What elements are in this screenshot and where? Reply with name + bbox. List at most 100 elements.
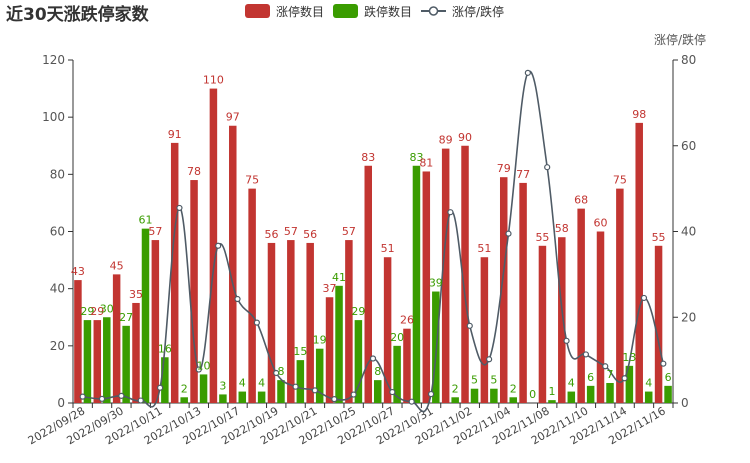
ratio-point[interactable] [602,363,609,370]
bar-limit-up[interactable] [596,231,605,404]
ratio-point[interactable] [369,355,377,362]
bar-limit-up[interactable] [345,240,353,403]
bar-limit-down[interactable] [257,391,266,403]
bar-limit-down[interactable] [393,345,401,403]
data-label-down: 4 [568,377,575,390]
ratio-point[interactable] [273,369,280,377]
ratio-point[interactable] [524,69,531,76]
ratio-point[interactable] [292,383,299,390]
bar-limit-up[interactable] [112,274,121,403]
bar-limit-up[interactable] [538,245,547,403]
bar-limit-up[interactable] [635,122,643,403]
bar-limit-up[interactable] [74,280,82,403]
bar-limit-up[interactable] [248,188,256,403]
bar-limit-down[interactable] [548,400,556,403]
ratio-point[interactable] [505,230,512,237]
data-label-down: 20 [390,331,404,344]
bar-limit-down[interactable] [238,391,247,403]
ratio-point[interactable] [640,294,648,302]
bar-limit-up[interactable] [306,242,314,403]
legend-item-down[interactable]: 跌停数目 [333,4,412,19]
bar-limit-up[interactable] [364,165,373,403]
bar-limit-up[interactable] [577,208,585,403]
data-label-down: 8 [374,365,381,378]
legend-label-ratio: 涨停/跌停 [452,4,504,19]
bar-limit-down[interactable] [586,385,595,403]
bar-limit-down[interactable] [141,228,150,403]
bar-limit-up[interactable] [441,148,450,403]
bar-limit-down[interactable] [219,394,227,403]
bar-limit-down[interactable] [180,397,188,403]
bar-limit-up[interactable] [209,88,218,403]
bar-limit-down[interactable] [664,385,672,403]
bar-limit-up[interactable] [654,245,663,403]
bar-limit-down[interactable] [277,380,285,403]
bar-limit-down[interactable] [296,360,305,403]
bar-limit-up[interactable] [325,297,334,403]
bar-limit-down[interactable] [83,320,92,403]
ratio-point[interactable] [408,398,415,405]
bar-limit-down[interactable] [199,374,208,403]
ratio-point[interactable] [621,375,628,382]
bar-limit-down[interactable] [451,397,459,403]
ratio-point[interactable] [660,360,667,367]
ratio-point[interactable] [176,204,183,212]
legend-item-up[interactable]: 涨停数目 [245,4,324,19]
ratio-point[interactable] [466,322,473,329]
bar-limit-down[interactable] [412,165,421,403]
bar-limit-down[interactable] [567,391,576,403]
ratio-point[interactable] [234,295,241,303]
bar-limit-down[interactable] [509,397,517,403]
bar-limit-up[interactable] [499,177,508,403]
ratio-point[interactable] [215,242,222,249]
bar-limit-down[interactable] [315,348,324,403]
bar-limit-down[interactable] [354,320,363,403]
bar-limit-up[interactable] [616,188,624,403]
bar-limit-up[interactable] [190,180,198,403]
ratio-point[interactable] [563,337,570,344]
bar-limit-down[interactable] [625,365,634,403]
ratio-point[interactable] [486,356,493,363]
ratio-point[interactable] [195,366,202,373]
bar-limit-down[interactable] [374,380,382,403]
bar-limit-up[interactable] [287,240,295,403]
ratio-point[interactable] [427,390,435,398]
bar-limit-up[interactable] [403,328,411,403]
bar-limit-down[interactable] [122,325,130,403]
ratio-point[interactable] [79,393,86,400]
bar-limit-up[interactable] [267,242,276,403]
legend-item-ratio[interactable]: 涨停/跌停 [421,4,504,19]
bar-limit-down[interactable] [606,382,614,403]
bar-limit-up[interactable] [480,257,489,403]
ratio-point[interactable] [253,319,260,326]
bar-limit-up[interactable] [383,257,392,403]
ratio-point[interactable] [389,388,396,396]
bar-limit-up[interactable] [170,142,179,403]
data-label-down: 0 [529,388,536,401]
ratio-point[interactable] [137,397,144,404]
bar-limit-down[interactable] [335,285,343,403]
data-label-down: 2 [181,382,188,395]
ratio-point[interactable] [118,392,125,399]
ratio-point[interactable] [447,209,454,216]
ratio-point[interactable] [350,391,357,398]
bar-limit-up[interactable] [461,145,469,403]
bar-limit-down[interactable] [490,388,498,403]
ratio-point[interactable] [156,384,164,391]
bar-limit-down[interactable] [103,317,111,403]
bar-limit-up[interactable] [229,125,237,403]
ratio-point[interactable] [544,164,551,171]
bar-limit-up[interactable] [93,320,102,403]
bar-limit-up[interactable] [151,240,160,403]
bar-limit-down[interactable] [470,388,479,403]
ratio-point[interactable] [98,395,106,402]
bar-limit-up[interactable] [558,237,566,403]
ratio-point[interactable] [311,387,319,394]
ratio-point[interactable] [331,396,338,403]
bar-limit-down[interactable] [644,391,653,403]
ratio-point[interactable] [582,351,590,358]
bar-limit-up[interactable] [132,302,140,403]
bar-limit-up[interactable] [519,182,527,403]
bar-limit-up[interactable] [422,171,431,403]
bar-limit-down[interactable] [161,357,169,403]
